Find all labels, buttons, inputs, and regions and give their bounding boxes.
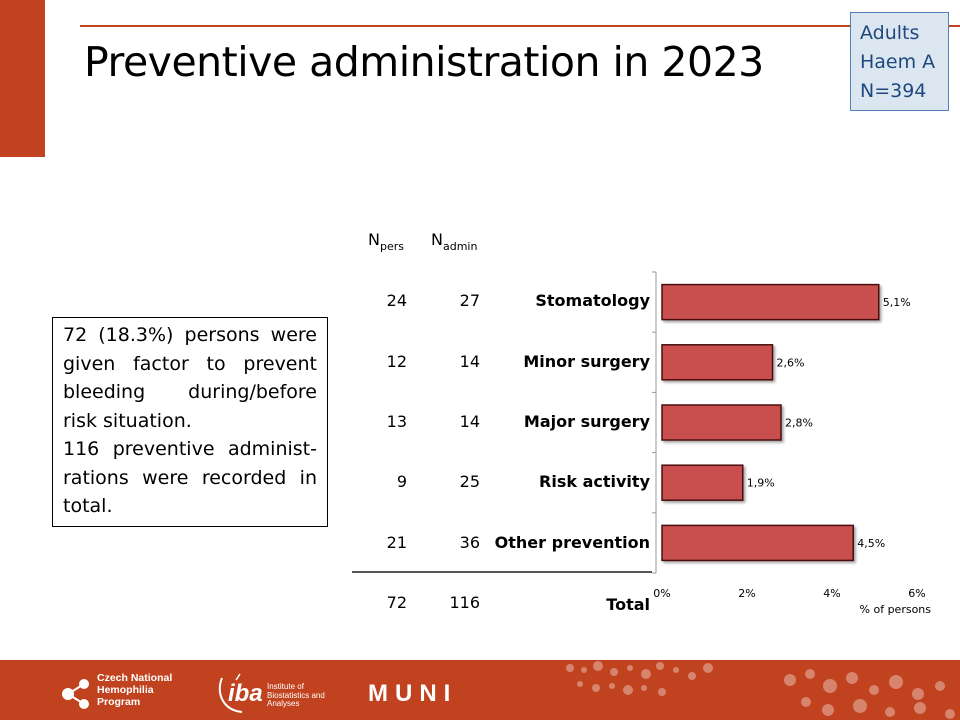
x-tick-label: 0% [653,587,670,600]
iba-logo-subtitle: Institute of Biostatistics and Analyses [267,682,325,708]
data-label: 1,9% [747,477,775,490]
chart-axes [652,271,657,574]
x-tick-label: 4% [823,587,840,600]
muni-logo: MUNI [368,680,458,707]
title-rule [80,25,960,27]
data-label: 5,1% [883,296,911,309]
data-label: 2,6% [777,356,805,369]
page-title: Preventive administration in 2023 [84,38,764,86]
chart-bars [661,283,880,562]
total-n-pers: 72 [386,593,407,612]
cohort-box: Adults Haem A N=394 [850,12,949,111]
bar-risk-activity [661,464,744,501]
data-label: 4,5% [857,537,885,550]
x-tick-label: 2% [738,587,755,600]
chart-data-labels: 5,1% 2,6% 2,8% 1,9% 4,5% [747,296,911,550]
accent-block [0,0,45,157]
row-category: Risk activity [539,472,650,491]
bar-major-surgery [661,404,782,441]
hemophilia-program-logo: Czech National Hemophilia Program [97,672,173,708]
row-n-admin: 27 [459,291,480,310]
total-n-admin: 116 [449,593,480,612]
cohort-line-3: N=394 [860,80,927,102]
cohort-line-1: Adults [860,22,920,44]
x-axis-label: % of persons [860,603,932,616]
row-n-admin: 36 [459,533,480,552]
data-label: 2,8% [785,417,813,430]
row-n-pers: 24 [386,291,407,310]
column-header-n-pers-main: N [368,230,380,249]
cohort-line-2: Haem A [860,51,936,73]
row-n-pers: 13 [386,412,407,431]
row-n-admin: 25 [459,472,480,491]
column-header-n-admin: Nadmin [431,230,477,253]
footer-bar [0,660,960,720]
row-n-pers: 9 [396,472,407,491]
row-n-admin: 14 [459,352,480,371]
total-separator [352,571,652,573]
row-category: Stomatology [535,291,650,310]
row-n-pers: 21 [386,533,407,552]
row-category: Minor surgery [523,352,650,371]
hemophilia-logo-icon [62,679,89,709]
bar-minor-surgery [661,344,774,381]
column-header-n-pers: Npers [368,230,404,253]
bar-chart: 5,1% 2,6% 2,8% 1,9% 4,5% 0% 2% 4% 6% % of perso… [652,271,932,616]
iba-logo-icon [218,673,243,713]
chart-tick-labels: 0% 2% 4% 6% [653,587,925,600]
iba-logo: iba [228,680,263,707]
decorative-dots [566,661,955,719]
summary-para-1: 72 (18.3%) persons were given factor to … [63,324,317,432]
column-header-n-admin-main: N [431,230,443,249]
row-category: Major surgery [523,412,650,431]
column-header-n-admin-sub: admin [442,240,478,253]
row-n-pers: 12 [386,352,407,371]
row-category: Other prevention [494,533,650,552]
x-tick-label: 6% [908,587,925,600]
bar-other-prevention [661,524,854,562]
row-n-admin: 14 [459,412,480,431]
summary-note: 72 (18.3%) persons were given factor to … [52,317,328,527]
summary-para-2: 116 preventive administ-rations were rec… [63,438,317,517]
bar-stomatology [661,283,880,321]
column-header-n-pers-sub: pers [379,240,404,253]
total-label: Total [606,595,650,614]
